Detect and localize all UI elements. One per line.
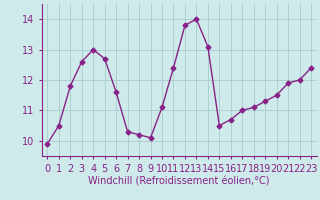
X-axis label: Windchill (Refroidissement éolien,°C): Windchill (Refroidissement éolien,°C) xyxy=(88,176,270,186)
